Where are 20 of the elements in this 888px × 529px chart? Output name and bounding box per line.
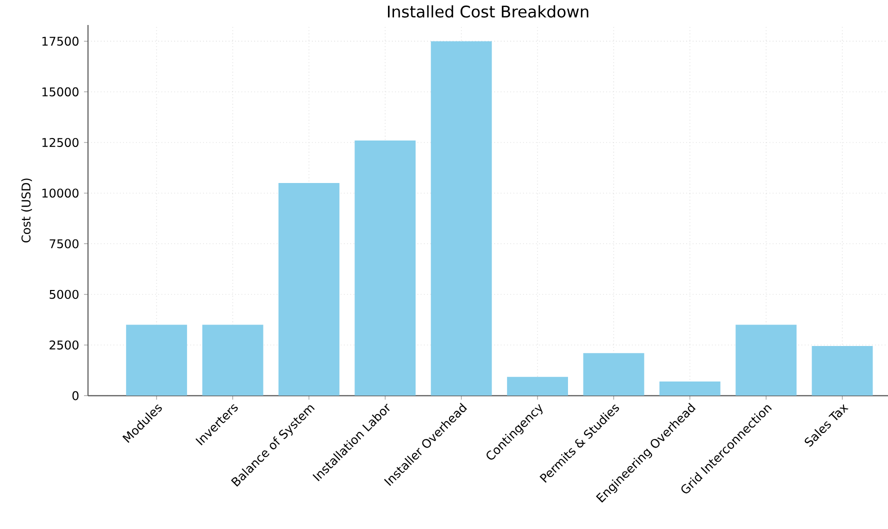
bar: [126, 324, 188, 396]
bar: [583, 353, 644, 396]
y-tick-label: 17500: [42, 36, 78, 46]
chart-title: Installed Cost Breakdown: [388, 5, 588, 18]
bar: [507, 376, 568, 396]
y-tick-label: 5000: [50, 290, 78, 299]
y-tick-label: 7500: [50, 239, 78, 248]
y-tick-label: 0: [72, 391, 78, 400]
bar: [354, 140, 416, 396]
y-tick-label: 10000: [42, 188, 78, 198]
bar: [659, 381, 720, 396]
y-axis-title: Cost (USD): [21, 178, 32, 242]
y-tick-label: 2500: [50, 340, 78, 350]
y-tick-label: 15000: [42, 87, 78, 96]
y-tick-label: 12500: [42, 138, 78, 148]
bar: [202, 324, 264, 396]
bar: [736, 324, 797, 396]
bar: [430, 41, 492, 396]
bar: [278, 182, 340, 396]
bar: [812, 346, 873, 396]
